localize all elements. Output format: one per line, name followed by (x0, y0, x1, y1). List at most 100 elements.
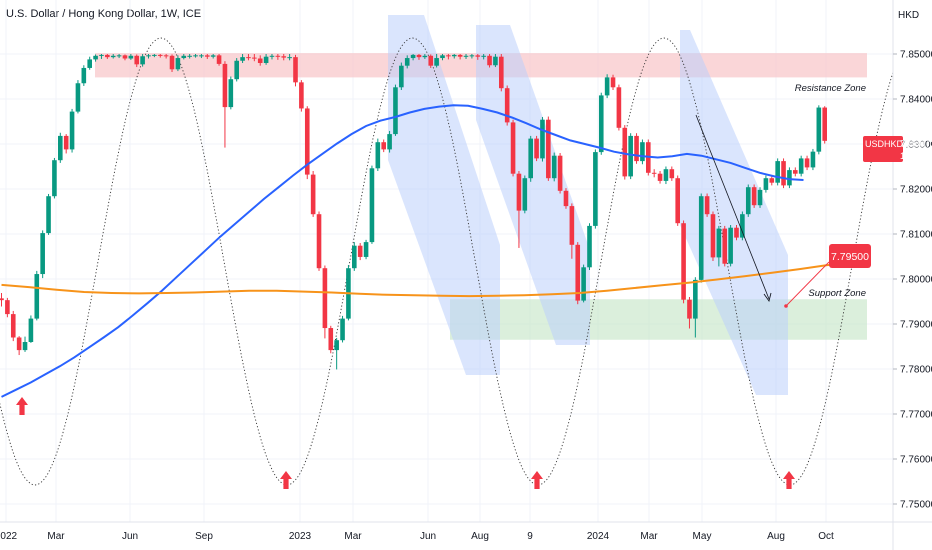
candle[interactable] (769, 175, 775, 186)
candle[interactable] (651, 169, 657, 178)
candle[interactable] (58, 132, 63, 163)
candle[interactable] (551, 152, 557, 182)
candle[interactable] (387, 130, 392, 153)
candle[interactable] (287, 54, 292, 61)
candle[interactable] (281, 54, 287, 61)
price-axis[interactable]: 7.85000 7.84000 7.83000 7.82000 7.81000 7.800… (893, 50, 932, 511)
candle[interactable] (16, 336, 22, 356)
candle[interactable] (293, 54, 298, 87)
candle[interactable] (28, 315, 34, 343)
candle[interactable] (246, 54, 251, 61)
candle[interactable] (0, 292, 4, 307)
candle[interactable] (228, 76, 234, 110)
candle[interactable] (363, 239, 369, 260)
candle[interactable] (557, 153, 563, 194)
candle[interactable] (716, 225, 722, 267)
candle[interactable] (181, 54, 187, 60)
ma-fast-line[interactable] (1, 104, 804, 398)
candle[interactable] (616, 84, 622, 131)
candle[interactable] (563, 188, 569, 209)
candle[interactable] (393, 84, 398, 136)
candle[interactable] (669, 166, 675, 181)
candle[interactable] (334, 337, 339, 370)
candle[interactable] (457, 54, 463, 60)
candle[interactable] (205, 54, 210, 59)
candle[interactable] (510, 119, 516, 177)
candle[interactable] (434, 54, 439, 68)
candle[interactable] (304, 106, 310, 180)
support-zone[interactable] (450, 299, 867, 340)
candle[interactable] (157, 54, 163, 58)
candle[interactable] (810, 148, 816, 171)
candle[interactable] (316, 211, 322, 271)
candle[interactable] (352, 242, 357, 271)
candle[interactable] (487, 54, 492, 68)
candle[interactable] (675, 175, 680, 226)
candle[interactable] (140, 54, 145, 67)
candle[interactable] (169, 54, 175, 72)
candle[interactable] (710, 211, 716, 262)
time-axis[interactable]: 2022 Mar Jun Sep 2023 Mar Jun Aug 9 2024 Mar May Aug… (0, 531, 834, 542)
candle[interactable] (299, 80, 304, 112)
ma-slow-line[interactable] (1, 262, 855, 298)
candle[interactable] (469, 54, 475, 59)
candle[interactable] (598, 92, 604, 155)
candle[interactable] (116, 54, 122, 59)
target-box[interactable]: 7.79500 (829, 244, 871, 268)
candle[interactable] (493, 54, 498, 68)
candle[interactable] (663, 166, 669, 185)
candle[interactable] (369, 165, 375, 244)
candle[interactable] (657, 171, 663, 184)
candle[interactable] (416, 54, 422, 60)
candle[interactable] (275, 54, 281, 60)
candle[interactable] (404, 55, 410, 69)
candle[interactable] (628, 133, 633, 180)
candle[interactable] (63, 134, 69, 154)
candle[interactable] (252, 54, 257, 62)
candle[interactable] (110, 54, 116, 59)
candle[interactable] (216, 54, 222, 66)
candle[interactable] (146, 54, 151, 59)
candle[interactable] (263, 54, 269, 65)
candle[interactable] (93, 54, 98, 62)
candle[interactable] (816, 105, 822, 155)
candle[interactable] (463, 54, 469, 59)
candle[interactable] (187, 54, 192, 59)
candle[interactable] (757, 187, 763, 208)
candle[interactable] (734, 225, 739, 241)
candle[interactable] (134, 54, 140, 68)
candle[interactable] (81, 65, 87, 86)
channel-fill[interactable] (680, 30, 788, 395)
candle[interactable] (593, 149, 598, 229)
candle[interactable] (504, 85, 510, 126)
candle[interactable] (257, 55, 263, 66)
candle[interactable] (428, 54, 434, 68)
candle[interactable] (499, 54, 504, 92)
candle[interactable] (581, 264, 586, 303)
candle[interactable] (822, 106, 827, 144)
candle[interactable] (122, 54, 128, 61)
candle[interactable] (240, 54, 245, 63)
candle[interactable] (210, 54, 216, 59)
candle[interactable] (234, 58, 239, 82)
candle[interactable] (381, 139, 386, 153)
candle[interactable] (87, 56, 92, 70)
candle[interactable] (46, 193, 51, 235)
candle[interactable] (128, 54, 134, 60)
candle[interactable] (687, 297, 692, 329)
candle[interactable] (410, 54, 416, 61)
candle[interactable] (105, 54, 110, 59)
candle[interactable] (575, 242, 581, 305)
candle[interactable] (451, 54, 457, 59)
candle[interactable] (793, 167, 798, 177)
candle[interactable] (322, 265, 328, 339)
candle[interactable] (340, 315, 345, 343)
candle[interactable] (763, 175, 769, 193)
candle[interactable] (99, 54, 104, 59)
forecast-line[interactable] (695, 114, 770, 300)
target-connector[interactable] (785, 261, 830, 307)
candle[interactable] (751, 184, 757, 208)
candle[interactable] (622, 125, 628, 180)
candle[interactable] (75, 80, 81, 114)
